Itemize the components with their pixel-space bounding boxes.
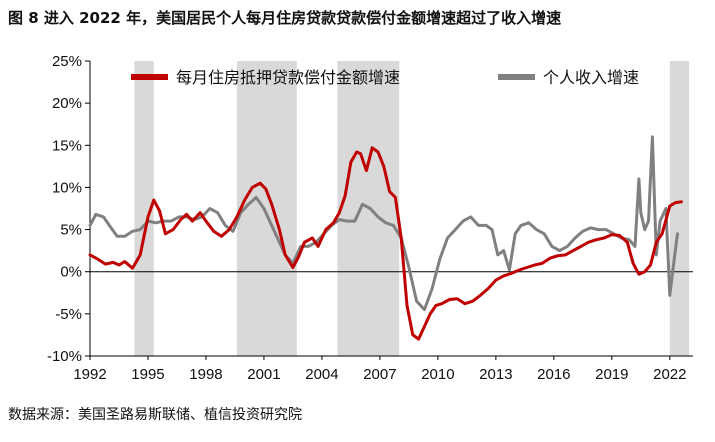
x-tick-label: 2007 (363, 366, 396, 383)
x-tick-label: 2010 (421, 366, 454, 383)
x-tick-label: 1998 (189, 366, 222, 383)
x-tick-label: 2004 (305, 366, 338, 383)
x-tick-label: 2001 (247, 366, 280, 383)
y-tick-label: 25% (52, 53, 82, 70)
series-line-mortgage (88, 146, 683, 341)
y-tick-label: 15% (52, 137, 82, 154)
shaded-periods (134, 61, 690, 356)
legend: 每月住房抵押贷款偿付金额增速 个人收入增速 (131, 68, 639, 87)
shade-band-1 (236, 61, 297, 356)
shade-band-3 (669, 61, 690, 356)
y-tick-label: 10% (52, 179, 82, 196)
source-note: 数据来源：美国圣路易斯联储、植信投资研究院 (8, 407, 302, 423)
legend-label-income: 个人收入增速 (543, 68, 639, 87)
legend-label-mortgage: 每月住房抵押贷款偿付金额增速 (176, 68, 400, 87)
y-tick-label: -10% (47, 348, 82, 365)
shade-band-0 (134, 61, 154, 356)
x-tick-label: 2013 (479, 366, 512, 383)
series-lines (88, 135, 683, 341)
chart-title: 图 8 进入 2022 年，美国居民个人每月住房贷款贷款偿付金额增速超过了收入增… (8, 9, 562, 27)
y-tick-label: -5% (55, 306, 82, 323)
x-tick-label: 2019 (595, 366, 628, 383)
axes: -10% -5% 0% 5% 10% 15% 20% 25% 1992 1995 1998 2001 2… (47, 53, 693, 383)
y-tick-label: 5% (60, 222, 82, 239)
y-tick-label: 0% (60, 264, 82, 281)
x-tick-label: 2022 (653, 366, 686, 383)
y-tick-label: 20% (52, 95, 82, 112)
x-tick-label: 1992 (73, 366, 106, 383)
x-tick-label: 1995 (131, 366, 164, 383)
x-tick-label: 2016 (537, 366, 570, 383)
